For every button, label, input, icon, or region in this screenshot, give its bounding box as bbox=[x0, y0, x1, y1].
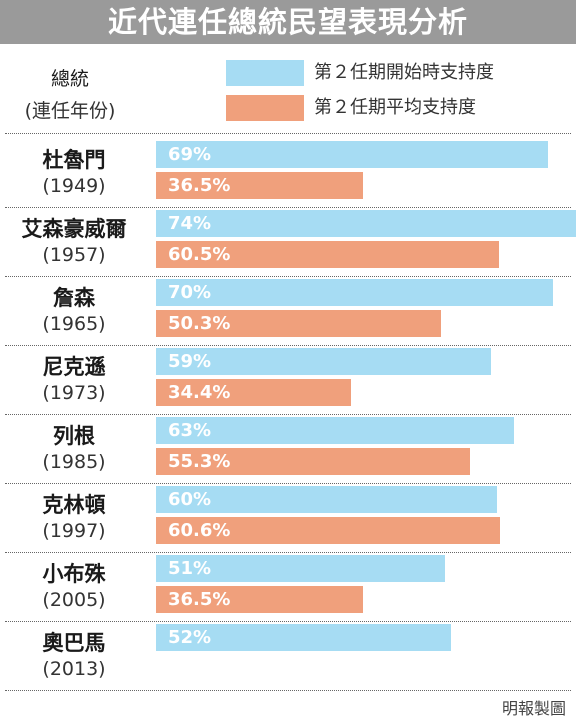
row-separator bbox=[5, 690, 571, 691]
bar-average-support bbox=[156, 172, 363, 199]
category-name: 尼克遜 bbox=[42, 355, 106, 379]
category-year: (1973) bbox=[42, 382, 106, 404]
category-name: 奧巴馬 bbox=[42, 631, 106, 655]
data-label-average: 34.4% bbox=[168, 382, 231, 403]
bar-start-support bbox=[156, 486, 497, 513]
category-year: (2005) bbox=[42, 589, 106, 611]
data-label-start: 74% bbox=[168, 213, 212, 234]
data-label-average: 60.5% bbox=[168, 244, 231, 265]
bar-average-support bbox=[156, 517, 500, 544]
row-separator bbox=[5, 483, 571, 484]
bar-average-support bbox=[156, 379, 351, 406]
bar-start-support bbox=[156, 210, 576, 237]
row-separator bbox=[5, 621, 571, 622]
bar-start-support bbox=[156, 555, 445, 582]
row-separator bbox=[5, 345, 571, 346]
bar-average-support bbox=[156, 586, 363, 613]
row-separator bbox=[5, 207, 571, 208]
row-separator bbox=[5, 276, 571, 277]
bar-average-support bbox=[156, 310, 441, 337]
data-label-average: 36.5% bbox=[168, 589, 231, 610]
legend-swatch-average bbox=[226, 95, 304, 121]
category-year: (2013) bbox=[42, 658, 106, 680]
data-label-average: 50.3% bbox=[168, 313, 231, 334]
category-year: (1949) bbox=[42, 175, 106, 197]
category-axis-sublabel: (連任年份) bbox=[24, 100, 116, 122]
category-name: 艾森豪威爾 bbox=[21, 217, 127, 241]
data-label-start: 69% bbox=[168, 144, 212, 165]
bar-start-support bbox=[156, 279, 553, 306]
chart-title: 近代連任總統民望表現分析 bbox=[0, 0, 576, 44]
category-year: (1965) bbox=[42, 313, 106, 335]
row-separator bbox=[5, 414, 571, 415]
legend-swatch-start bbox=[226, 60, 304, 86]
category-year: (1997) bbox=[42, 520, 106, 542]
bar-start-support bbox=[156, 417, 514, 444]
bar-start-support bbox=[156, 141, 548, 168]
legend-label-start: 第２任期開始時支持度 bbox=[314, 62, 494, 83]
category-year: (1985) bbox=[42, 451, 106, 473]
category-year: (1957) bbox=[42, 244, 106, 266]
data-label-start: 63% bbox=[168, 420, 212, 441]
data-label-average: 60.6% bbox=[168, 520, 231, 541]
category-name: 列根 bbox=[53, 424, 95, 448]
legend-label-average: 第２任期平均支持度 bbox=[314, 97, 476, 118]
data-label-average: 36.5% bbox=[168, 175, 231, 196]
data-label-start: 59% bbox=[168, 351, 212, 372]
bar-average-support bbox=[156, 448, 470, 475]
category-name: 杜魯門 bbox=[42, 148, 106, 172]
category-axis-label: 總統 bbox=[50, 68, 89, 90]
category-name: 詹森 bbox=[53, 286, 95, 310]
data-label-average: 55.3% bbox=[168, 451, 231, 472]
header-separator bbox=[5, 133, 571, 134]
bar-start-support bbox=[156, 348, 491, 375]
data-label-start: 60% bbox=[168, 489, 212, 510]
bar-average-support bbox=[156, 241, 499, 268]
data-label-start: 51% bbox=[168, 558, 212, 579]
data-label-start: 70% bbox=[168, 282, 212, 303]
data-label-start: 52% bbox=[168, 627, 212, 648]
category-name: 小布殊 bbox=[42, 562, 106, 586]
credit-label: 明報製圖 bbox=[501, 699, 566, 718]
row-separator bbox=[5, 552, 571, 553]
category-name: 克林頓 bbox=[42, 493, 106, 517]
bar-start-support bbox=[156, 624, 451, 651]
